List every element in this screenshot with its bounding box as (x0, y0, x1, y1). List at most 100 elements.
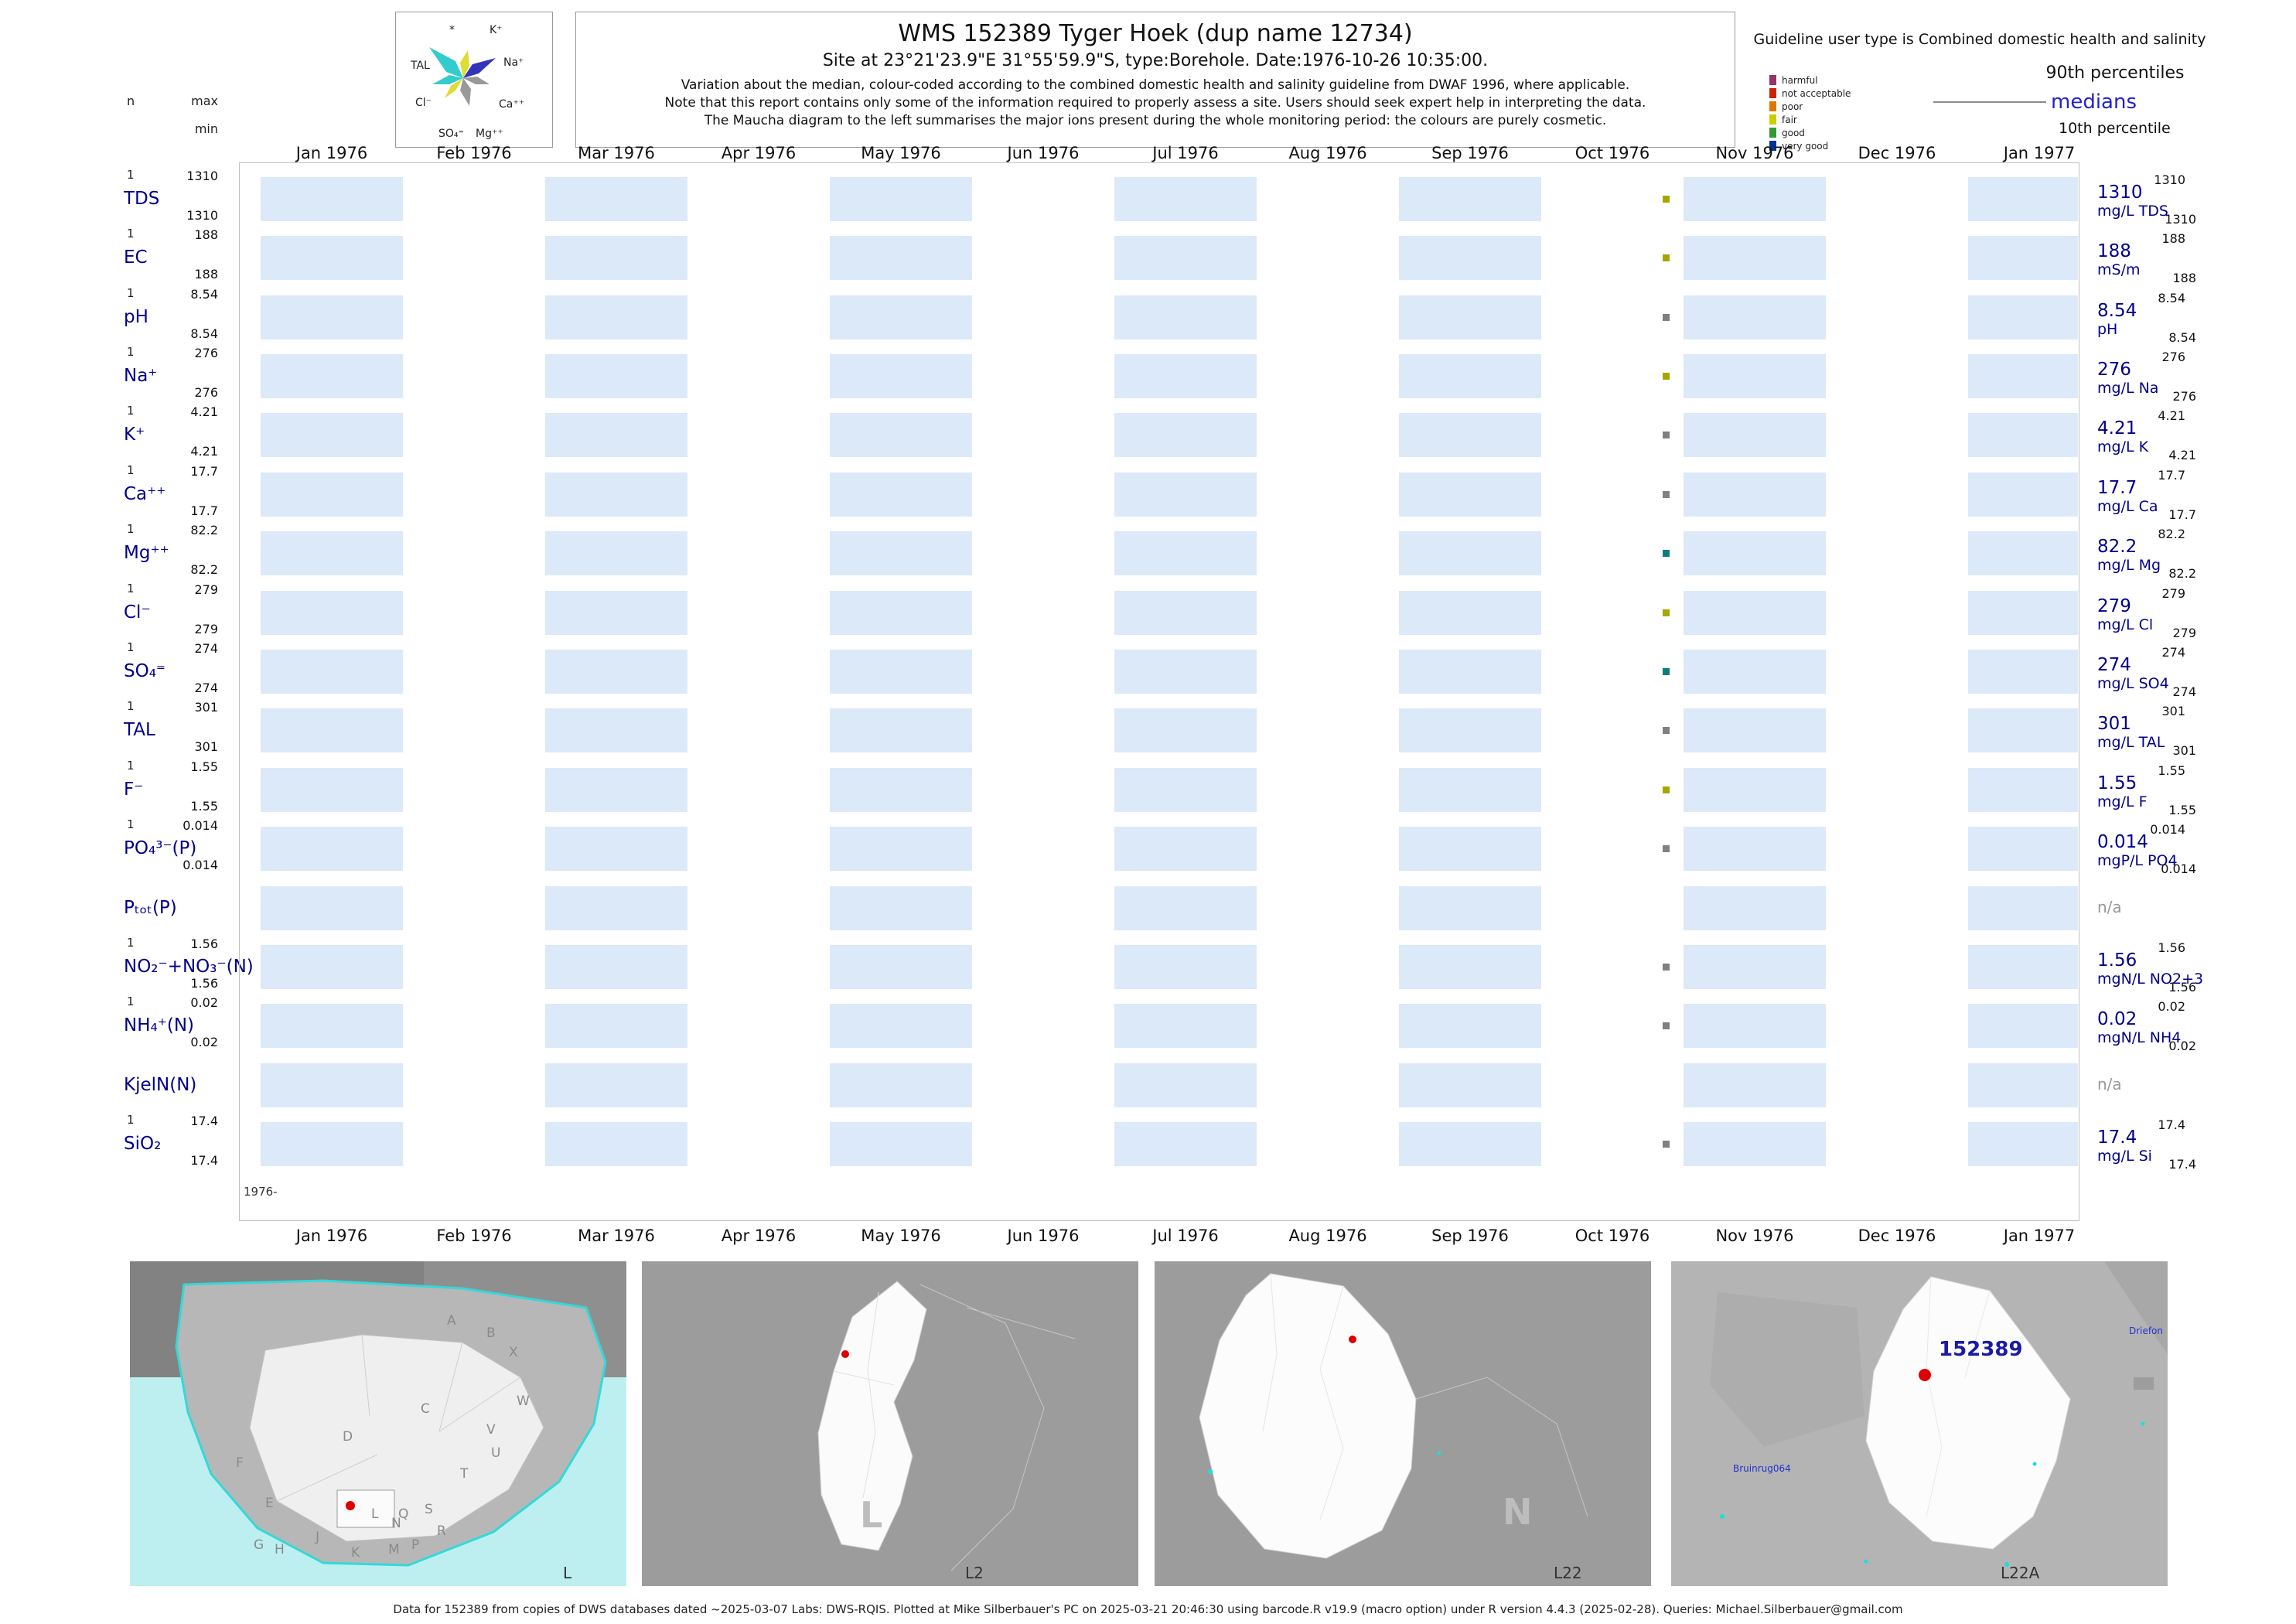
neighbor-boundaries (919, 1284, 1076, 1571)
map-l22a: 152389 Driefon Bruinrug064 L22A (1671, 1261, 2168, 1586)
param-row-ec: 1 188 188 EC 188 188 mS/m 188 (0, 227, 2296, 285)
min-value: 4.21 (190, 444, 218, 459)
sample-dot (1663, 314, 1670, 321)
region-letter: V (486, 1422, 496, 1438)
param-row-na: 1 276 276 Na⁺ 276 276 mg/L Na 276 (0, 345, 2296, 404)
region-letter: R (437, 1523, 446, 1539)
parameter-label: SiO₂ (124, 1134, 162, 1154)
maucha-sector-mg (460, 78, 471, 106)
month-stripes (261, 1063, 2078, 1107)
panel-label-l2: L2 (965, 1564, 984, 1582)
max-value: 82.2 (190, 523, 218, 537)
max-value: 17.7 (190, 464, 218, 479)
median-value: 1310 (2097, 183, 2143, 203)
guideline-title: Guideline user type is Combined domestic… (1753, 31, 2206, 48)
parameter-label: TDS (124, 189, 160, 209)
region-letter: K (351, 1545, 360, 1561)
site-number-label: 152389 (1939, 1338, 2023, 1361)
maucha-sector-ca (463, 77, 490, 84)
month-stripes (261, 531, 2078, 575)
p10-legend-label: 10th percentile (2059, 120, 2171, 137)
p90-value: 1.55 (2158, 763, 2185, 778)
sample-count: 1 (127, 640, 135, 654)
param-row-cl: 1 279 279 Cl⁻ 279 279 mg/L Cl 279 (0, 582, 2296, 640)
min-value: 17.7 (190, 503, 218, 518)
min-value: 8.54 (190, 326, 218, 341)
panel-label-l22: L22 (1554, 1564, 1582, 1582)
guideline-class-label: very good (1782, 140, 1829, 152)
swatch-good (1769, 128, 1776, 138)
parameter-label: Cl⁻ (124, 602, 151, 623)
guideline-class-label: not acceptable (1782, 87, 1851, 99)
guideline-class-fair: fair (1769, 114, 1851, 125)
swatch-fair (1769, 114, 1776, 125)
neighbor-boundaries (1415, 1377, 1588, 1517)
p10-value: 301 (2172, 743, 2196, 758)
maucha-tal-label: TAL (410, 60, 430, 72)
param-row-ph: 1 8.54 8.54 pH 8.54 8.54 pH 8.54 (0, 286, 2296, 345)
region-letter: S (425, 1502, 433, 1517)
axis-start-note: 1976- (244, 1185, 278, 1199)
region-l-highlight (336, 1489, 395, 1528)
min-value: 301 (194, 739, 218, 754)
median-value: 17.7 (2097, 478, 2137, 498)
p90-value: 279 (2161, 586, 2185, 601)
month-label-top: Nov 1976 (1715, 144, 1794, 162)
unit-label: mg/L Cl (2097, 616, 2154, 633)
maucha-mg-label: Mg⁺⁺ (476, 128, 503, 140)
sample-count: 1 (127, 759, 135, 773)
param-row-ptot: Pₜₒₜ(P) n/a (0, 886, 2296, 930)
month-stripes (261, 473, 2078, 517)
maucha-sector-tal (429, 47, 463, 78)
p10-value: 17.4 (2168, 1157, 2196, 1172)
month-label-bottom: Sep 1976 (1431, 1227, 1509, 1245)
sample-dot (1663, 727, 1670, 734)
parameter-label: F⁻ (124, 780, 144, 800)
sample-dot (1663, 373, 1670, 380)
sample-dot (1663, 254, 1670, 261)
unit-label: mg/L K (2097, 438, 2149, 455)
p90-value: 1.56 (2158, 940, 2185, 955)
swatch-very-good (1769, 141, 1776, 151)
map-l2: L L2 (642, 1261, 1138, 1586)
sub-region-lines (1262, 1273, 1344, 1520)
max-value: 1.56 (190, 937, 218, 951)
month-label-bottom: Dec 1976 (1858, 1227, 1936, 1245)
min-value: 1310 (186, 208, 218, 223)
guideline-class-label: fair (1782, 114, 1797, 125)
month-label-bottom: Apr 1976 (721, 1227, 797, 1245)
median-value: 4.21 (2097, 418, 2137, 438)
sample-dot (1663, 964, 1670, 971)
water-point (2141, 1421, 2145, 1426)
month-label-top: May 1976 (861, 144, 941, 162)
region-letter: Q (398, 1506, 408, 1522)
median-value: 0.014 (2097, 832, 2148, 852)
median-value: 279 (2097, 596, 2131, 616)
sample-dot (1663, 845, 1670, 852)
min-value: 0.02 (190, 1035, 218, 1049)
drainage-region-shape (1199, 1273, 1417, 1559)
p90-value: 4.21 (2158, 408, 2185, 423)
month-label-top: Sep 1976 (1431, 144, 1509, 162)
max-value: 279 (194, 582, 218, 597)
swatch-not-acceptable (1769, 88, 1776, 98)
p10-value: 17.7 (2168, 507, 2196, 522)
region-letter: C (421, 1401, 430, 1417)
parameter-label: pH (124, 307, 148, 327)
month-stripes (261, 945, 2078, 989)
min-value: 17.4 (190, 1153, 218, 1168)
guideline-class-poor: poor (1769, 101, 1851, 112)
max-value: 274 (194, 641, 218, 656)
month-label-top: Feb 1976 (436, 144, 512, 162)
water-point (1720, 1514, 1725, 1519)
sample-dot (1663, 905, 1670, 912)
month-label-bottom: Jun 1976 (1007, 1227, 1080, 1245)
p10-value: 276 (2172, 389, 2196, 404)
max-value: 8.54 (190, 287, 218, 302)
sample-count: 1 (127, 1113, 135, 1127)
maucha-ca-label: Ca⁺⁺ (499, 98, 524, 111)
maucha-cl-label: Cl⁻ (415, 97, 432, 109)
site-marker-overview (346, 1501, 355, 1510)
month-label-bottom: May 1976 (861, 1227, 941, 1245)
region-letter: D (343, 1429, 353, 1445)
